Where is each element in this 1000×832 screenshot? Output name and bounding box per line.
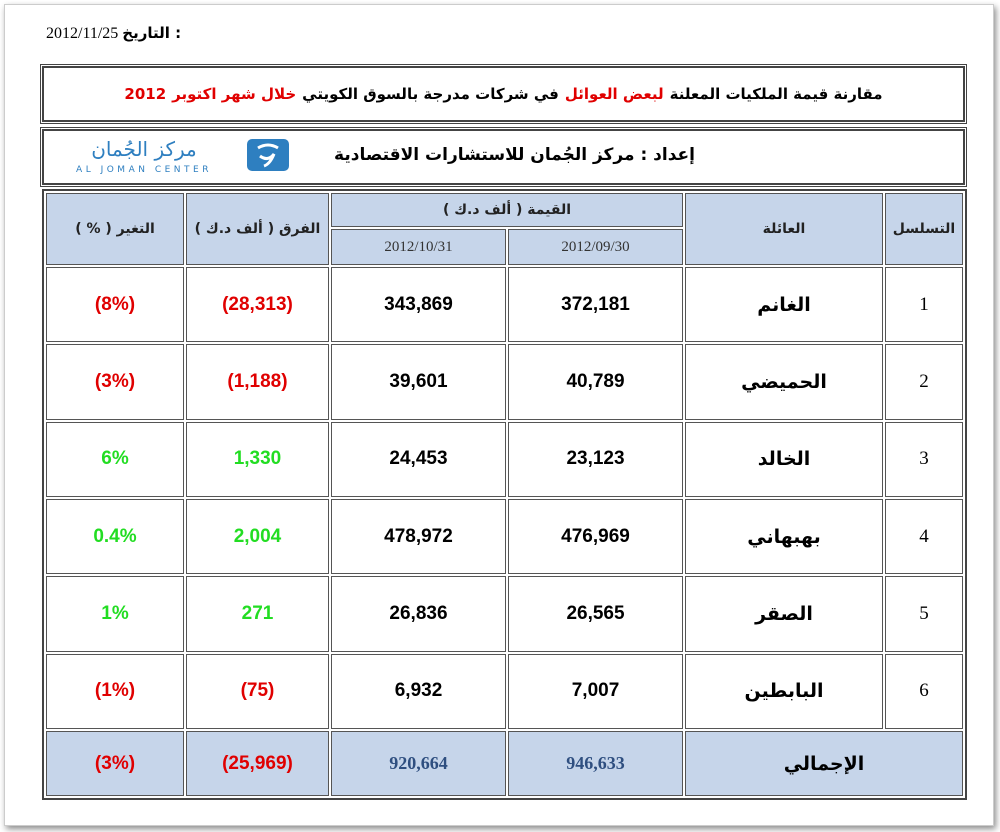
- cell-diff: 1,330: [185, 421, 329, 498]
- header-change: التغير ( % ): [46, 193, 184, 265]
- cell-change: (3%): [46, 344, 184, 420]
- row: 2 الحميضي 40,789 39,601 (1,188) (3%): [46, 344, 963, 420]
- cell-seq: 5: [885, 576, 963, 652]
- total-cell: (3%): [46, 731, 184, 796]
- header-date: 2012/09/30: [508, 229, 683, 265]
- cell-value-sep: 23,123: [508, 421, 683, 498]
- cell-diff: 271: [185, 576, 329, 652]
- cell-diff: 2,004: [185, 499, 329, 575]
- cell-change: 0.4%: [46, 499, 184, 575]
- row: 5 الصقر 26,565 26,836 271 1%: [46, 576, 963, 652]
- header-family: العائلة: [685, 193, 883, 265]
- cell-value-oct: 6,932: [330, 653, 506, 730]
- prepared-box: إعداد : مركز الجُمان للاستشارات الاقتصاد…: [40, 127, 967, 187]
- prepared-label: إعداد :: [640, 145, 695, 165]
- logo-mark: [257, 143, 279, 168]
- cell-seq: 6: [885, 653, 963, 730]
- table: التسلسل العائلة القيمة ( ألف د.ك ) الفرق…: [42, 189, 967, 800]
- cell-seq: 4: [885, 499, 963, 575]
- cell-diff: (28,313): [185, 267, 329, 343]
- prepared: إعداد : مركز الجُمان للاستشارات الاقتصاد…: [334, 145, 695, 165]
- total-cell: 946,633: [508, 731, 683, 796]
- date-label: التاريخ :: [122, 24, 182, 42]
- cell-family: الخالد: [685, 421, 883, 498]
- header-diff: الفرق ( ألف د.ك ): [185, 193, 329, 265]
- cell-family: البابطين: [685, 653, 883, 730]
- header-date: 2012/10/31: [330, 229, 506, 265]
- header-value: القيمة ( ألف د.ك ): [330, 193, 683, 227]
- cell-value-sep: 7,007: [508, 653, 683, 730]
- date-value: 2012/11/25: [46, 25, 119, 42]
- prepared-by: مركز الجُمان للاستشارات الاقتصادية: [334, 145, 635, 165]
- title-part: 2012: [124, 85, 167, 103]
- cell-family: بهبهاني: [685, 499, 883, 575]
- row: 4 بهبهاني 476,969 478,972 2,004 0.4%: [46, 499, 963, 575]
- cell-family: الغانم: [685, 267, 883, 343]
- cell-value-sep: 476,969: [508, 499, 683, 575]
- cell-seq: 2: [885, 344, 963, 420]
- cell-change: 6%: [46, 421, 184, 498]
- cell-diff: (1,188): [185, 344, 329, 420]
- cell-value-sep: 26,565: [508, 576, 683, 652]
- logo-english: AL JOMAN CENTER: [76, 165, 212, 175]
- row: 1 الغانم 372,181 343,869 (28,313) (8%): [46, 267, 963, 343]
- row: 3 الخالد 23,123 24,453 1,330 6%: [46, 421, 963, 498]
- title-part: لبعض العوائل: [564, 85, 664, 103]
- header-seq: التسلسل: [885, 193, 963, 265]
- cell-value-oct: 24,453: [330, 421, 506, 498]
- row: 6 البابطين 7,007 6,932 (75) (1%): [46, 653, 963, 730]
- table-body: 1 الغانم 372,181 343,869 (28,313) (8%) 2 الحميض…: [46, 267, 963, 796]
- cell-family: الصقر: [685, 576, 883, 652]
- title-part: مقارنة قيمة الملكيات المعلنة: [669, 85, 883, 103]
- cell-change: 1%: [46, 576, 184, 652]
- cell-value-oct: 39,601: [330, 344, 506, 420]
- logo-arabic: مركز الجُمان: [91, 137, 197, 161]
- cell-family: الحميضي: [685, 344, 883, 420]
- cell-value-oct: 343,869: [330, 267, 506, 343]
- total-cell: (25,969): [185, 731, 329, 796]
- logo: مركز الجُمان AL JOMAN CENTER: [76, 137, 289, 175]
- cell-seq: 3: [885, 421, 963, 498]
- cell-change: (8%): [46, 267, 184, 343]
- total-label: الإجمالي: [685, 731, 963, 796]
- cell-value-oct: 478,972: [330, 499, 506, 575]
- cell-diff: (75): [185, 653, 329, 730]
- cell-value-sep: 40,789: [508, 344, 683, 420]
- title-part: في شركات مدرجة بالسوق الكويتي: [302, 85, 559, 103]
- cell-value-sep: 372,181: [508, 267, 683, 343]
- cell-change: (1%): [46, 653, 184, 730]
- total-row: الإجمالي 946,633 920,664 (25,969) (3%): [46, 731, 963, 796]
- cell-value-oct: 26,836: [330, 576, 506, 652]
- total-cell: 920,664: [330, 731, 506, 796]
- date: 2012/11/25 التاريخ :: [46, 24, 181, 43]
- title-box: مقارنة قيمة الملكيات المعلنة لبعض العوائل…: [40, 64, 967, 124]
- cell-seq: 1: [885, 267, 963, 343]
- title-part: خلال شهر اكتوبر: [172, 85, 297, 103]
